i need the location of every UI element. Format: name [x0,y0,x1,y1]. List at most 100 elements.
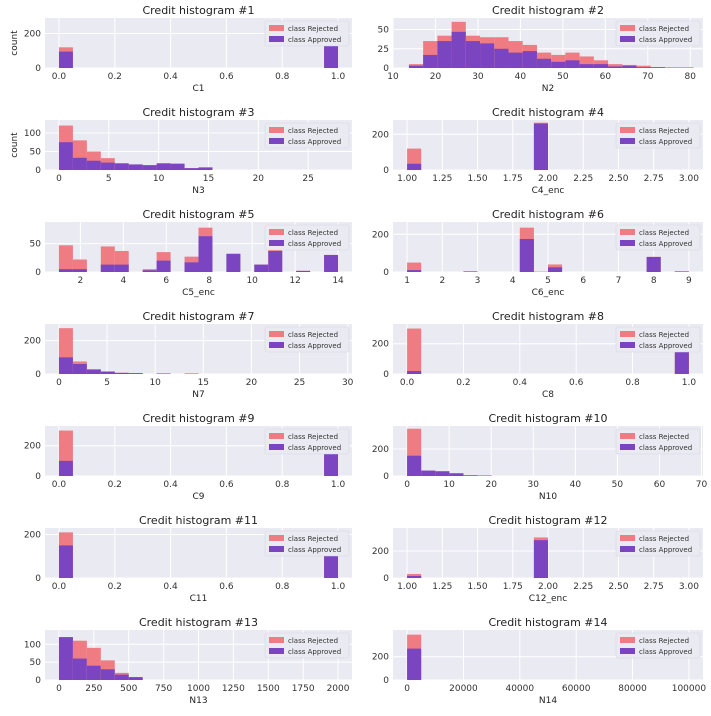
legend-label-approved: class Approved [639,240,692,248]
legend-label-rejected: class Rejected [288,229,338,237]
y-tick-label: 200 [372,340,389,350]
bar-approved [407,270,421,272]
x-tick-label: 15 [203,174,214,184]
bar-rejected [407,329,421,374]
x-tick-label: 6 [163,276,169,286]
x-axis-label: C5_enc [182,288,215,298]
chart-title: Credit histogram #7 [142,310,254,323]
bar-approved [622,66,636,68]
bar-approved [534,540,548,578]
legend-swatch-rejected [269,637,284,643]
bar-approved [565,60,579,68]
y-tick-label: 50 [30,147,42,157]
y-tick-label: 200 [372,130,389,140]
legend-label-approved: class Approved [639,342,692,350]
bar-approved [115,675,129,680]
bar-approved [463,271,477,272]
y-tick-label: 0 [383,166,389,176]
legend-swatch-rejected [620,331,635,337]
x-axis-label: C9 [192,492,204,502]
bar-approved [407,576,421,578]
bar-approved [143,270,157,272]
x-axis-label: C4_enc [532,186,565,196]
x-tick-label: 0.0 [52,72,67,82]
bar-approved [407,649,421,680]
x-tick-label: 0.0 [52,582,67,592]
legend-swatch-approved [269,36,284,42]
x-tick-label: 0 [404,684,410,694]
x-tick-label: 0 [56,174,62,184]
bar-approved [463,475,477,476]
x-tick-label: 8 [651,276,657,286]
legend-label-rejected: class Rejected [639,331,689,339]
legend-swatch-approved [620,138,635,144]
bar-approved [423,55,437,68]
legend-label-rejected: class Rejected [288,25,338,33]
x-tick-label: 0.6 [219,480,234,490]
x-tick-label: 2.50 [608,582,628,592]
y-tick-label: 0 [35,574,41,584]
legend-swatch-approved [620,240,635,246]
y-tick-label: 0 [35,472,41,482]
legend: class Rejected class Approved [616,327,700,352]
bar-approved [421,471,435,476]
legend-swatch-approved [620,36,635,42]
legend-label-approved: class Approved [639,36,692,44]
x-tick-label: 1500 [257,684,280,694]
bar-approved [466,41,480,68]
x-tick-label: 14 [332,276,344,286]
x-tick-label: 1.75 [503,582,523,592]
x-tick-label: 8 [206,276,212,286]
x-axis-label: N2 [542,84,554,94]
y-tick-label: 100 [24,129,41,139]
legend-swatch-approved [269,546,284,552]
x-tick-label: 1.25 [432,174,452,184]
legend-label-rejected: class Rejected [288,433,338,441]
x-tick-label: 10 [153,174,165,184]
bar-approved [594,64,608,68]
y-tick-label: 200 [24,30,41,40]
bar-approved [651,67,665,68]
x-tick-label: 0.2 [108,582,122,592]
bar-approved [115,373,129,374]
chart-title: Credit histogram #14 [488,616,607,629]
bar-approved [59,545,73,578]
x-tick-label: 0.6 [569,378,584,388]
x-tick-label: 40 [515,72,527,82]
bar-approved [101,669,115,680]
x-tick-label: 3.00 [679,582,699,592]
bar-approved [580,64,594,68]
legend-swatch-approved [269,342,284,348]
y-tick-label: 200 [24,531,41,541]
legend-swatch-rejected [620,25,635,31]
legend-label-rejected: class Rejected [288,331,338,339]
legend-swatch-rejected [620,535,635,541]
chart-title: Credit histogram #2 [492,4,604,17]
x-tick-label: 25 [302,174,313,184]
x-tick-label: 0.0 [400,378,415,388]
x-tick-label: 0.6 [219,72,234,82]
x-tick-label: 40000 [505,684,534,694]
x-tick-label: 2.25 [573,174,593,184]
legend-label-approved: class Approved [288,546,341,554]
chart-title: Credit histogram #12 [488,514,607,527]
bar-approved [407,456,421,476]
bar-approved [73,659,87,680]
x-tick-label: 80 [685,72,697,82]
bar-approved [523,51,537,68]
x-tick-label: 60000 [562,684,591,694]
x-axis-label: C1 [192,84,204,94]
legend-label-rejected: class Rejected [639,229,689,237]
bar-approved [87,666,101,680]
y-tick-label: 0 [383,574,389,584]
y-tick-label: 0 [383,64,389,74]
legend-swatch-rejected [269,535,284,541]
x-tick-label: 5 [106,174,112,184]
legend-swatch-rejected [620,127,635,133]
